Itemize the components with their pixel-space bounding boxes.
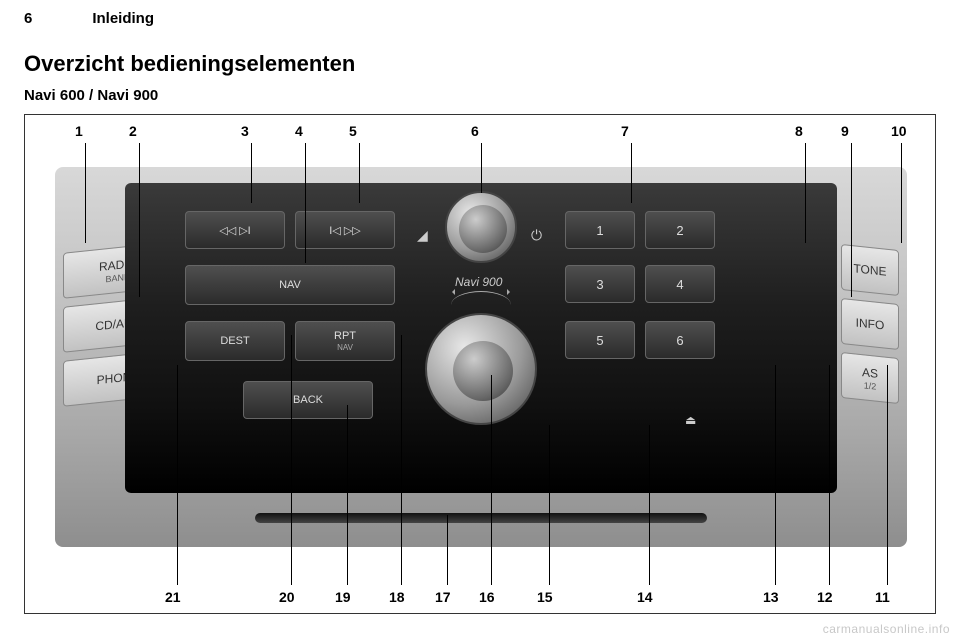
back-button[interactable]: BACK bbox=[243, 381, 373, 419]
rotary-knob[interactable] bbox=[425, 313, 537, 425]
callout-top-3: 3 bbox=[241, 123, 249, 139]
callout-bottom-18: 18 bbox=[389, 589, 405, 605]
leader-line bbox=[851, 143, 852, 297]
callout-bottom-12: 12 bbox=[817, 589, 833, 605]
leader-line bbox=[775, 365, 776, 585]
leader-line bbox=[139, 143, 140, 297]
page-header: 6 Inleiding bbox=[0, 0, 960, 27]
leader-line bbox=[481, 143, 482, 193]
console-panel: RADIO BAND CD/AUX PHONE CONFIG TP FAV 1/… bbox=[55, 167, 907, 547]
info-button[interactable]: INFO bbox=[841, 298, 899, 350]
callout-top-7: 7 bbox=[621, 123, 629, 139]
dest-label: DEST bbox=[220, 335, 249, 347]
info-label: INFO bbox=[856, 315, 885, 332]
figure-container: RADIO BAND CD/AUX PHONE CONFIG TP FAV 1/… bbox=[24, 114, 936, 614]
preset-2-button[interactable]: 2 bbox=[645, 211, 715, 249]
eject-icon[interactable]: ⏏ bbox=[685, 413, 696, 427]
callout-top-1: 1 bbox=[75, 123, 83, 139]
callout-bottom-15: 15 bbox=[537, 589, 553, 605]
leader-line bbox=[251, 143, 252, 203]
callout-top-10: 10 bbox=[891, 123, 907, 139]
seek-prev-button[interactable]: ◁◁ ▷I bbox=[185, 211, 285, 249]
leader-line bbox=[649, 425, 650, 585]
callout-bottom-21: 21 bbox=[165, 589, 181, 605]
callout-top-9: 9 bbox=[841, 123, 849, 139]
callout-top-5: 5 bbox=[349, 123, 357, 139]
volume-knob[interactable] bbox=[445, 191, 517, 263]
leader-line bbox=[347, 405, 348, 585]
tone-button[interactable]: TONE bbox=[841, 244, 899, 296]
leader-line bbox=[887, 365, 888, 585]
leader-line bbox=[447, 515, 448, 585]
preset-6-button[interactable]: 6 bbox=[645, 321, 715, 359]
nav-label: NAV bbox=[279, 279, 301, 291]
leader-line bbox=[305, 143, 306, 263]
seek-next-label: I◁ ▷▷ bbox=[329, 224, 361, 237]
callout-bottom-19: 19 bbox=[335, 589, 351, 605]
leader-line bbox=[805, 143, 806, 243]
seek-next-button[interactable]: I◁ ▷▷ bbox=[295, 211, 395, 249]
preset-3-button[interactable]: 3 bbox=[565, 265, 635, 303]
page-title: Overzicht bedieningselementen bbox=[0, 27, 960, 81]
chapter-title: Inleiding bbox=[92, 10, 154, 27]
leader-line bbox=[85, 143, 86, 243]
rpt-sub: NAV bbox=[337, 343, 353, 352]
volume-knob-inner bbox=[459, 205, 507, 253]
page-number: 6 bbox=[24, 10, 32, 27]
callout-top-8: 8 bbox=[795, 123, 803, 139]
cd-slot[interactable] bbox=[255, 513, 707, 523]
leader-line bbox=[401, 335, 402, 585]
leader-line bbox=[829, 365, 830, 585]
leader-line bbox=[359, 143, 360, 203]
preset-1-button[interactable]: 1 bbox=[565, 211, 635, 249]
rpt-label: RPT bbox=[334, 330, 356, 342]
volume-icon: ◢ bbox=[417, 227, 428, 244]
leader-line bbox=[549, 425, 550, 585]
leader-line bbox=[291, 335, 292, 585]
callout-bottom-20: 20 bbox=[279, 589, 295, 605]
as-sub: 1/2 bbox=[864, 380, 877, 391]
callout-bottom-16: 16 bbox=[479, 589, 495, 605]
callout-bottom-11: 11 bbox=[875, 589, 890, 605]
leader-line bbox=[901, 143, 902, 243]
callout-bottom-14: 14 bbox=[637, 589, 653, 605]
as-label: AS bbox=[862, 365, 878, 381]
model-label: Navi 900 bbox=[455, 275, 502, 289]
page-subtitle: Navi 600 / Navi 900 bbox=[0, 81, 960, 114]
leader-line bbox=[491, 375, 492, 585]
tone-label: TONE bbox=[853, 261, 886, 278]
callout-top-2: 2 bbox=[129, 123, 137, 139]
callout-top-6: 6 bbox=[471, 123, 479, 139]
seek-prev-label: ◁◁ ▷I bbox=[219, 224, 251, 237]
preset-5-button[interactable]: 5 bbox=[565, 321, 635, 359]
back-label: BACK bbox=[293, 394, 323, 406]
console-inner: ◢ ⏻ Navi 900 ◁◁ ▷I I◁ ▷▷ NAV DEST bbox=[125, 183, 837, 493]
power-icon: ⏻ bbox=[531, 227, 542, 244]
leader-line bbox=[631, 143, 632, 203]
callout-bottom-13: 13 bbox=[763, 589, 779, 605]
rotary-arc-icon bbox=[451, 291, 511, 305]
as-button[interactable]: AS 1/2 bbox=[841, 352, 899, 404]
rotary-knob-inner bbox=[453, 341, 513, 401]
dest-button[interactable]: DEST bbox=[185, 321, 285, 361]
rpt-nav-button[interactable]: RPT NAV bbox=[295, 321, 395, 361]
preset-4-button[interactable]: 4 bbox=[645, 265, 715, 303]
nav-button[interactable]: NAV bbox=[185, 265, 395, 305]
callout-bottom-17: 17 bbox=[435, 589, 451, 605]
watermark: carmanualsonline.info bbox=[823, 622, 950, 636]
callout-top-4: 4 bbox=[295, 123, 303, 139]
leader-line bbox=[177, 365, 178, 585]
